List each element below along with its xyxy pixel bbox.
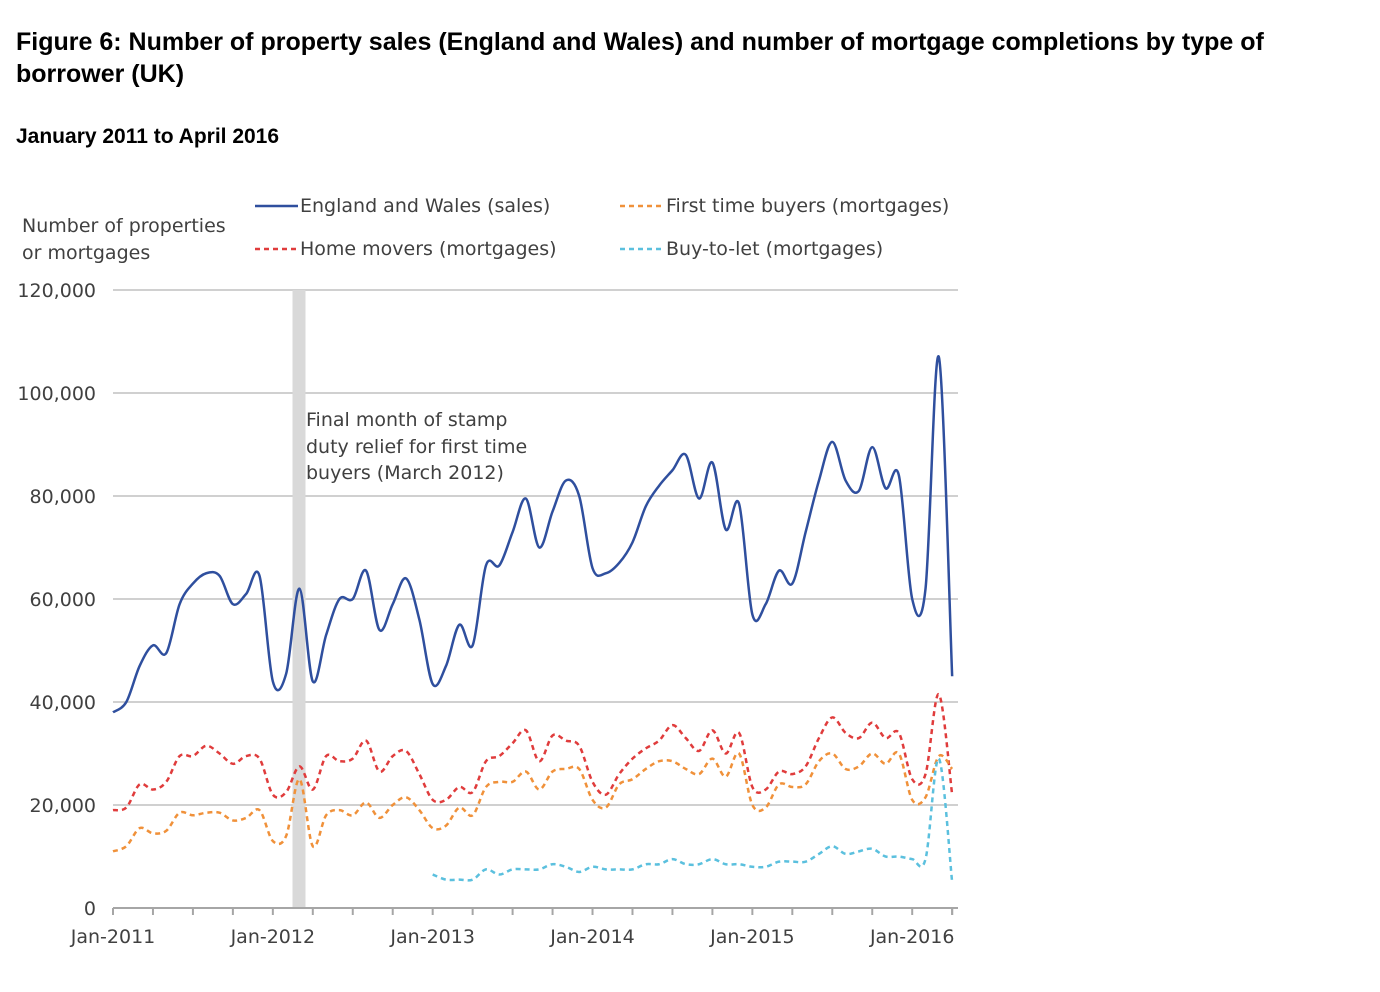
y-tick-label: 0 [84, 898, 96, 920]
legend-label-buy-to-let: Buy-to-let (mortgages) [666, 238, 883, 260]
legend: England and Wales (sales) Home movers (m… [255, 195, 949, 260]
annotation-band [292, 290, 306, 908]
y-tick-label: 80,000 [30, 486, 96, 508]
x-tick-label: Jan-2012 [230, 926, 316, 948]
annotation-text: Final month of stamp duty relief for fir… [306, 409, 527, 484]
x-tick-label: Jan-2013 [389, 926, 475, 948]
chart-subtitle: January 2011 to April 2016 [16, 125, 280, 148]
y-axis-label-line1: Number of properties [22, 215, 226, 237]
x-tick-label: Jan-2015 [709, 926, 795, 948]
series-line-england-and-wales-sales [112, 355, 954, 714]
chart-title: Figure 6: Number of property sales (Engl… [16, 28, 1264, 88]
x-tick-label: Jan-2016 [869, 926, 955, 948]
annotation-line-1: Final month of stamp [306, 409, 507, 431]
y-tick-label: 100,000 [17, 383, 96, 405]
y-tick-label: 40,000 [30, 692, 96, 714]
y-tick-label: 60,000 [30, 589, 96, 611]
y-tick-label: 120,000 [17, 280, 96, 302]
series-line-first-time-buyers-mortgages [112, 750, 954, 853]
annotation-line-3: buyers (March 2012) [306, 462, 504, 484]
legend-label-home-movers: Home movers (mortgages) [300, 238, 557, 260]
series-line-buy-to-let-mortgages [432, 757, 954, 883]
annotation-line-2: duty relief for first time [306, 436, 527, 458]
y-tick-label: 20,000 [30, 795, 96, 817]
x-tick-label: Jan-2014 [549, 926, 635, 948]
legend-label-sales: England and Wales (sales) [300, 195, 550, 217]
x-tick-label: Jan-2011 [70, 926, 156, 948]
y-axis-label-line2: or mortgages [22, 242, 150, 264]
series-line-home-movers-mortgages [112, 693, 954, 812]
legend-label-first-time-buyers: First time buyers (mortgages) [666, 195, 949, 217]
